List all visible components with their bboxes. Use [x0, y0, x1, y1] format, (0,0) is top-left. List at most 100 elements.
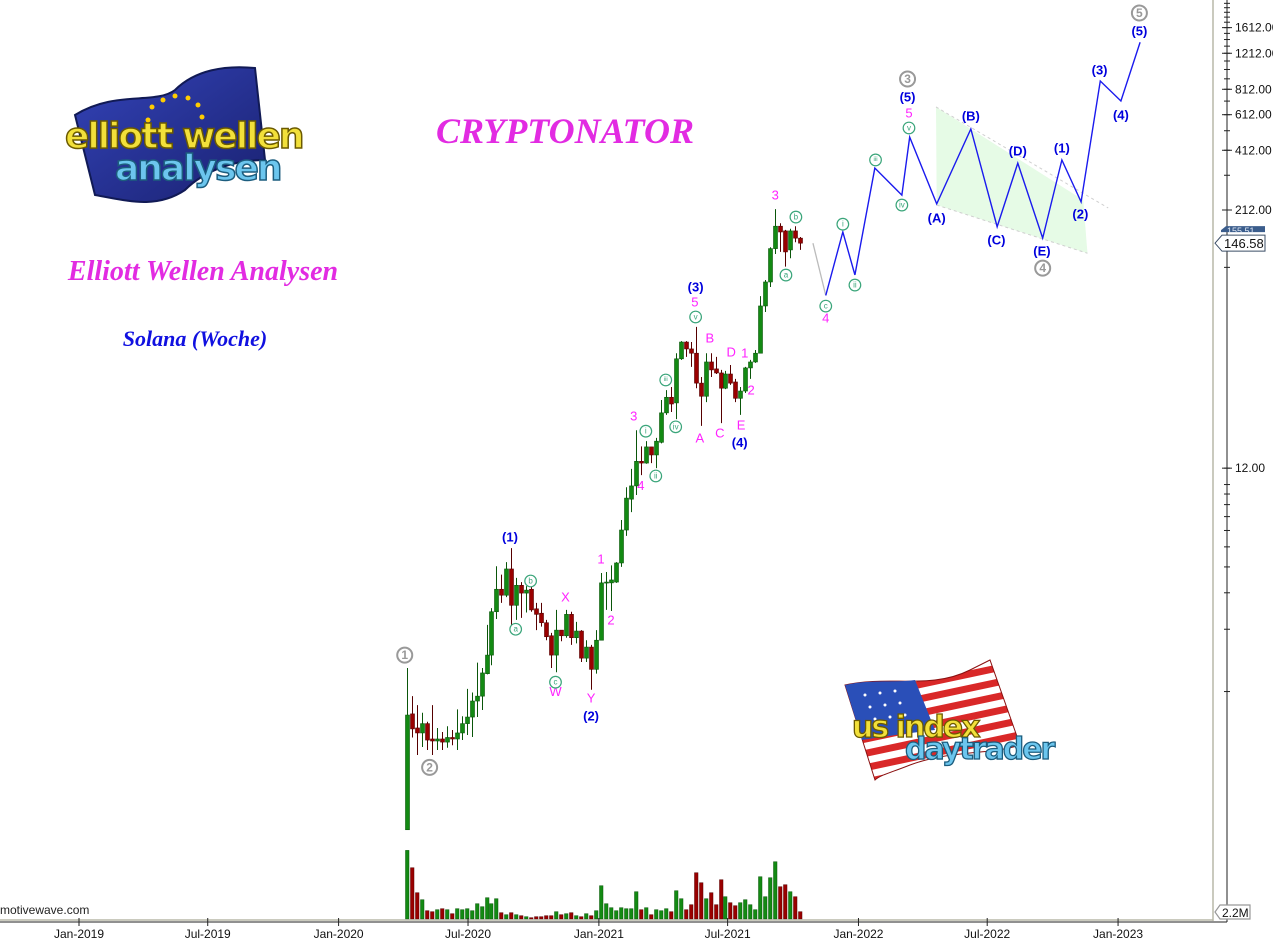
volume-bar	[569, 912, 574, 920]
hidden-price-tag	[1221, 226, 1265, 233]
wave-label-blue: (1)	[1054, 140, 1070, 155]
y-tick-label: 1212.00	[1235, 46, 1273, 60]
candle-down	[639, 461, 644, 464]
volume-bar	[798, 911, 803, 920]
wave-label-text: i	[842, 220, 844, 229]
wave-labels: 1 2 3 4 5 (1) (2) (3) (4) (5) (A) (B) (C) (D) (E) (1) (2…	[396, 4, 1148, 776]
candle-up	[773, 225, 778, 249]
candle-up	[574, 630, 579, 639]
candle-up	[748, 361, 753, 369]
y-tick-label: 612.00	[1235, 108, 1272, 122]
candle-down	[728, 373, 733, 384]
candle-down	[778, 225, 783, 233]
volume-bar	[539, 916, 544, 920]
wave-label-circle-green: iv	[669, 420, 683, 434]
candle-down	[709, 361, 714, 371]
elliott-wellen-logo: elliott wellen analysen	[64, 66, 305, 203]
projection-start-segment	[812, 243, 827, 296]
volume-bar	[704, 898, 709, 920]
candle-up	[743, 367, 748, 392]
wave-label-text: (E)	[1033, 244, 1050, 259]
wave-label-magenta: 2	[607, 612, 614, 627]
candle-up	[584, 646, 589, 659]
wave-label-text: 2	[747, 383, 754, 398]
candle-down	[440, 738, 445, 743]
wave-label-circle-green: a	[509, 622, 523, 636]
candle-down	[539, 612, 544, 624]
circle-marker	[549, 675, 562, 689]
wave-label-blue: (2)	[1072, 206, 1088, 221]
volume-bar	[465, 908, 470, 920]
volume-bar	[733, 905, 738, 920]
volume-bar	[514, 914, 519, 920]
y-tick-label: 412.00	[1235, 143, 1272, 157]
wave-label-magenta: B	[705, 331, 714, 346]
hidden-price-tag-text: 155.51	[1227, 226, 1255, 236]
candle-up	[704, 361, 709, 397]
wave-label-text: iv	[899, 201, 905, 210]
volume-bar	[689, 904, 694, 920]
wave-label-text: ii	[853, 281, 857, 290]
circle-marker	[819, 299, 833, 313]
candle-down	[559, 629, 564, 637]
wave-label-text: 3	[904, 72, 911, 86]
volume-bar	[594, 910, 599, 920]
candle-up	[664, 396, 669, 414]
volume-bar	[649, 914, 654, 920]
volume-bar	[768, 877, 773, 920]
candle-up	[564, 614, 569, 637]
volume-bar	[788, 891, 793, 920]
wave-label-text: b	[528, 577, 533, 586]
wave-label-magenta: 5	[691, 294, 698, 309]
candle-down	[569, 614, 574, 639]
wave-label-text: a	[784, 271, 789, 280]
wave-label-circle-green: c	[819, 299, 833, 313]
wave-label-blue: (1)	[502, 529, 518, 544]
volume-bar	[604, 903, 609, 920]
wave-label-circle-green: iii	[869, 153, 882, 167]
circle-marker	[689, 310, 703, 324]
wave-label-text: v	[907, 123, 911, 132]
circle-marker	[649, 469, 663, 483]
wave-label-circle-gray: 1	[396, 646, 414, 664]
volume-bar	[480, 906, 485, 920]
circle-marker	[509, 622, 523, 636]
candle-up	[738, 390, 743, 399]
volume-bar	[420, 899, 425, 920]
candle-down	[793, 230, 798, 239]
x-tick-label: Jan-2021	[574, 927, 624, 940]
volume-bar	[599, 885, 604, 920]
candle-down	[544, 622, 549, 638]
volume-bar	[485, 897, 490, 920]
circle-marker	[869, 153, 882, 167]
volume-bar	[674, 890, 679, 920]
candle-down	[534, 608, 539, 615]
wave-label-text: iv	[673, 422, 679, 431]
volume-bar	[748, 904, 753, 920]
wave-label-circle-gray: 5	[1130, 4, 1148, 22]
candle-down	[410, 713, 415, 730]
candle-down	[415, 727, 420, 734]
volume-bar	[723, 896, 728, 920]
candle-up	[674, 358, 679, 404]
candle-up	[475, 695, 480, 702]
circle-marker	[669, 420, 683, 434]
logo-text-line1: us index	[852, 710, 980, 745]
wave-label-text: a	[513, 625, 518, 634]
volume-bar	[773, 861, 778, 920]
us-index-daytrader-logo: us index daytrader	[844, 659, 1058, 781]
x-tick-label: Jul-2021	[705, 927, 751, 940]
wave-label-text: (5)	[900, 90, 916, 105]
volume-bar	[470, 910, 475, 920]
volume-bar	[624, 908, 629, 920]
volume-bar	[455, 908, 460, 920]
volume-bar	[634, 891, 639, 920]
wave-label-text: (C)	[987, 232, 1005, 247]
candle-up	[435, 738, 440, 742]
eu-stars-icon	[145, 93, 205, 133]
candle-up	[723, 373, 728, 389]
wave-label-text: c	[554, 678, 558, 687]
wave-label-circle-green: a	[779, 268, 793, 282]
